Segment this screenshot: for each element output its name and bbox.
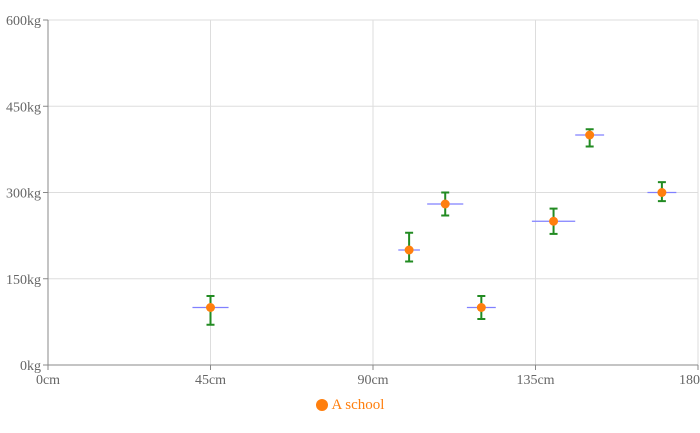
x-tick-label: 0cm [36, 373, 60, 388]
x-tick-label: 180cm [679, 373, 700, 388]
legend-item-series[interactable]: A school [315, 396, 385, 414]
y-tick-label: 600kg [6, 14, 41, 29]
data-point [549, 216, 559, 226]
legend-label: A school [331, 396, 385, 413]
y-tick-label: 450kg [6, 100, 41, 115]
x-tick-label: 135cm [516, 373, 554, 388]
y-tick-label: 0kg [20, 359, 41, 374]
data-point [440, 199, 450, 209]
legend-marker-icon [315, 399, 328, 411]
y-tick-label: 300kg [6, 187, 41, 202]
y-tick-label: 150kg [6, 273, 41, 288]
grid [48, 19, 699, 365]
data-point [206, 303, 215, 312]
data-point [657, 188, 667, 197]
axes [43, 19, 699, 370]
legend: A school [0, 395, 700, 415]
x-tick-label: 90cm [357, 373, 388, 388]
data-point [585, 130, 595, 140]
x-tick-label: 45cm [195, 373, 226, 388]
data-marks [192, 128, 677, 326]
data-point [404, 245, 414, 255]
data-point [476, 303, 486, 312]
tick-labels: 0cm 45cm 90cm 135cm 180cm 0kg 150kg 300kg 450kg 6… [6, 14, 700, 388]
